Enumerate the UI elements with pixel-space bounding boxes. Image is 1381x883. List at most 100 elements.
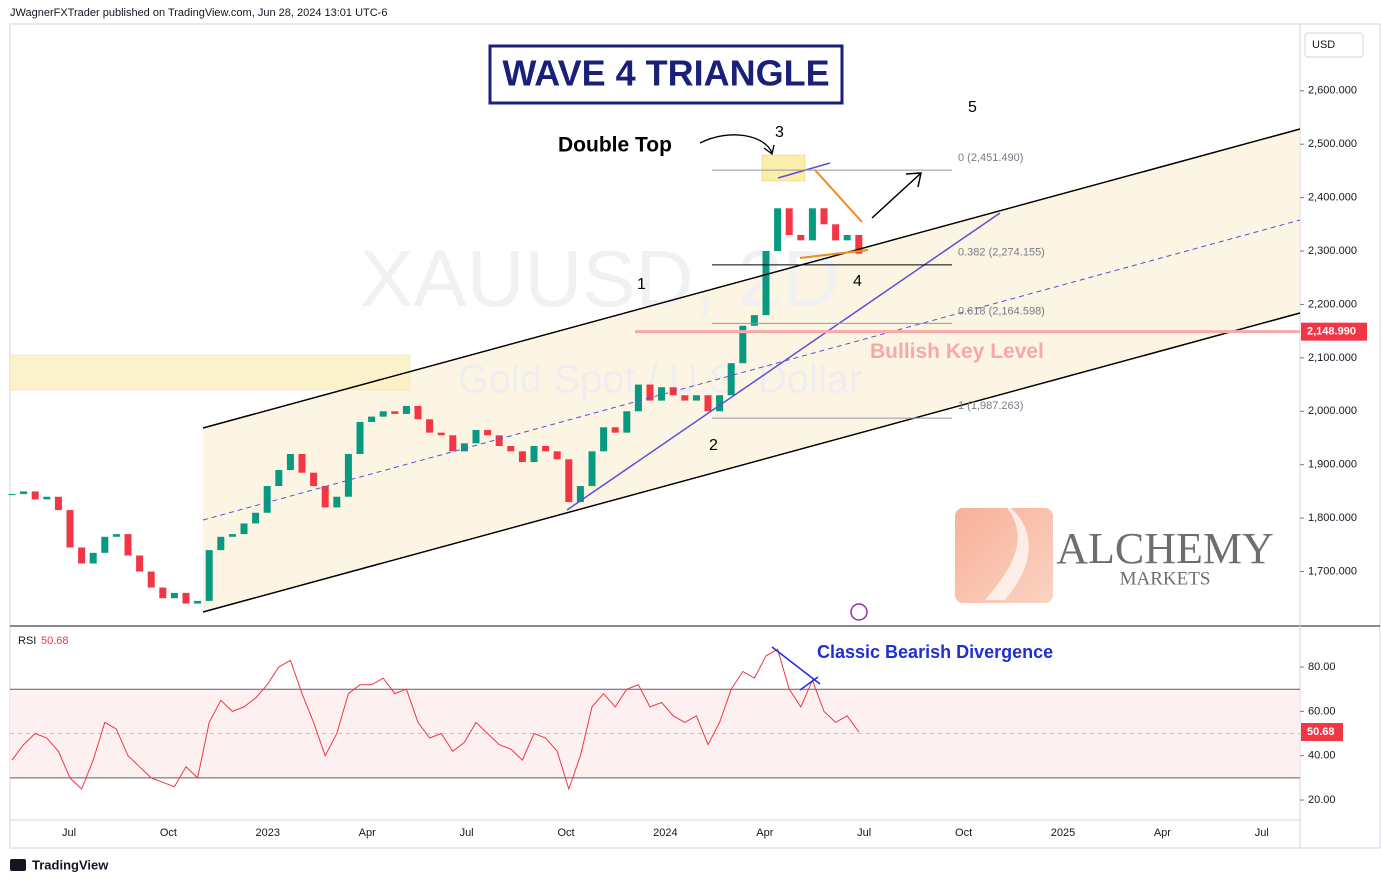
candle: [402, 405, 410, 414]
triangle-lower: [799, 249, 869, 259]
divergence: [771, 646, 821, 685]
candle: [66, 510, 74, 548]
rsi-annotation: Classic Bearish Divergence: [817, 642, 1053, 662]
candle: [484, 429, 492, 436]
candle: [159, 587, 167, 599]
y-tick-label: 1,700.000: [1308, 565, 1357, 577]
candle: [495, 435, 503, 446]
candle: [832, 224, 840, 241]
y-tick-label: 40.00: [1308, 750, 1336, 762]
channel-upper: [202, 128, 1301, 429]
annotation: Double Top: [558, 134, 672, 157]
candle: [43, 496, 51, 500]
wave-label: 3: [775, 124, 784, 141]
logo-shape: [985, 500, 1029, 600]
brand-sub: MARKETS: [1120, 568, 1211, 589]
candle: [240, 523, 248, 535]
candle: [263, 486, 271, 513]
key-level-text: Bullish Key Level: [870, 340, 1044, 363]
candle: [588, 451, 596, 487]
candle: [170, 592, 178, 599]
frame: [9, 23, 1381, 849]
x-tick-label: Jul: [460, 827, 474, 839]
x-tick-label: 2024: [653, 827, 677, 839]
y-tick-label: 80.00: [1308, 661, 1336, 673]
curve-arrow: [699, 134, 773, 154]
title-box: [488, 44, 844, 105]
candle: [228, 534, 236, 537]
y-tick-label: 2,400.000: [1308, 192, 1357, 204]
x-tick-label: Apr: [756, 827, 773, 839]
candle: [565, 459, 573, 503]
y-tick-label: 1,800.000: [1308, 512, 1357, 524]
brand-name: ALCHEMY: [1056, 524, 1274, 573]
channel-lower: [202, 312, 1301, 613]
fib-label: 0.618 (2,164.598): [958, 305, 1045, 317]
candle: [542, 445, 550, 452]
channel-mid: [202, 219, 1301, 521]
candle: [8, 494, 16, 496]
candle: [89, 552, 97, 564]
zone: [9, 354, 411, 391]
candle: [54, 496, 62, 511]
currency-box: [1304, 32, 1364, 58]
y-tick-label: 2,000.000: [1308, 405, 1357, 417]
fib-label: 1 (1,987.263): [958, 400, 1023, 412]
candle: [472, 429, 480, 444]
candle: [124, 534, 132, 556]
candle: [344, 454, 352, 497]
candle: [252, 512, 260, 524]
fib-label: 0.382 (2,274.155): [958, 247, 1045, 259]
candle: [136, 555, 144, 572]
arrow: [871, 173, 921, 219]
x-tick-label: 2025: [1051, 827, 1075, 839]
candle: [275, 470, 283, 487]
candle: [321, 486, 329, 508]
currency: USD: [1312, 39, 1335, 51]
candle: [843, 234, 851, 241]
overlay: 2,148.990 Bullish Key Level 0 (2,451.490) 0…: [635, 152, 1367, 419]
wave-label: 4: [853, 273, 862, 290]
candle: [20, 491, 28, 495]
trend-drawings: [202, 128, 1301, 613]
candle: [391, 411, 399, 414]
y-tick-label: 60.00: [1308, 705, 1336, 717]
candle: [750, 315, 758, 326]
key-level-label: 2,148.990: [1307, 326, 1356, 338]
candle: [681, 395, 689, 401]
candle: [692, 395, 700, 401]
wave-label: 5: [968, 99, 977, 116]
candle: [507, 445, 515, 452]
triangle-upper: [814, 169, 863, 223]
x-tick-label: Apr: [1154, 827, 1171, 839]
rsi-value: 50.68: [41, 635, 69, 647]
candle: [112, 534, 120, 537]
fib-label: 0 (2,451.490): [958, 152, 1023, 164]
x-tick-label: Oct: [557, 827, 574, 839]
x-tick-label: Jul: [62, 827, 76, 839]
candle: [727, 363, 735, 396]
candle: [774, 208, 782, 252]
candle: [855, 234, 863, 254]
divergence: [799, 676, 819, 691]
rsi-name: RSI: [18, 635, 36, 647]
candle: [820, 208, 828, 225]
rsi-line: [11, 648, 860, 791]
candle: [460, 443, 468, 452]
candle: [576, 486, 584, 503]
chart-title: WAVE 4 TRIANGLE: [502, 53, 829, 94]
x-tick-label: 2023: [256, 827, 280, 839]
candle: [762, 251, 770, 316]
candle: [217, 536, 225, 551]
candle: [147, 571, 155, 588]
y-tick-label: 2,600.000: [1308, 85, 1357, 97]
candle: [449, 435, 457, 452]
candle: [611, 427, 619, 433]
x-tick-label: Jul: [857, 827, 871, 839]
candle: [553, 451, 561, 460]
x-tick-label: Apr: [359, 827, 376, 839]
candle: [785, 208, 793, 235]
wave-label: 2: [709, 437, 718, 454]
rsi-tag-label: 50.68: [1307, 726, 1335, 738]
candle: [298, 454, 306, 473]
